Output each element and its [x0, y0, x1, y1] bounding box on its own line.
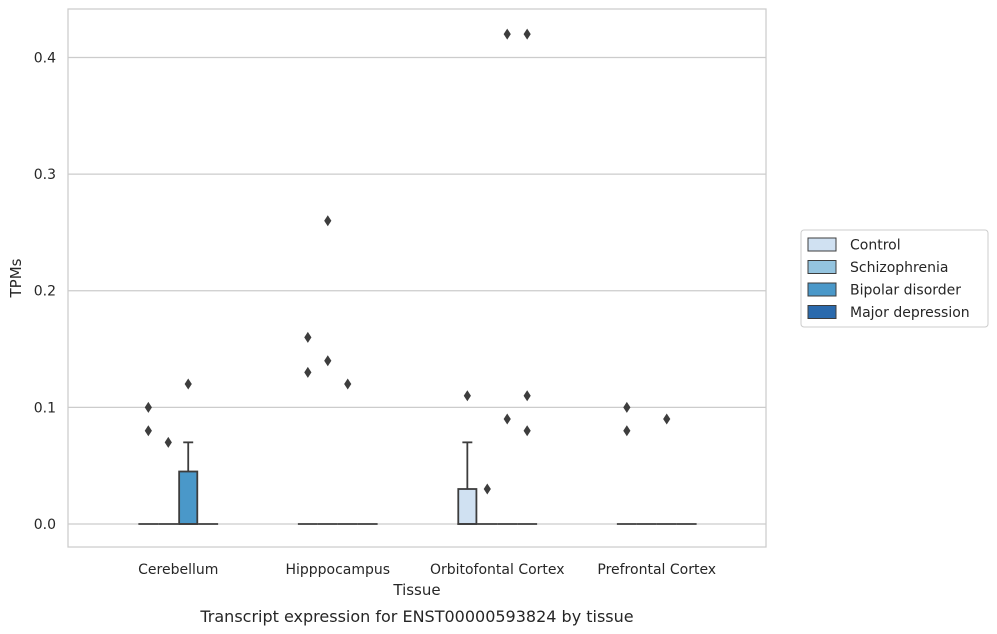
legend-label: Major depression	[850, 305, 970, 321]
y-axis-label: TPMs	[7, 258, 25, 298]
box-0-2	[457, 390, 478, 525]
x-tick-label: Hipppocampus	[285, 562, 390, 578]
legend-swatch	[807, 237, 837, 252]
legend-label: Bipolar disorder	[850, 283, 961, 299]
legend-swatch	[807, 260, 837, 274]
outlier-point	[144, 425, 152, 437]
outlier-point	[184, 378, 192, 390]
chart-caption: Transcript expression for ENST0000059382…	[199, 607, 633, 626]
outlier-point	[503, 28, 511, 40]
box-0-0	[138, 401, 159, 525]
outlier-point	[304, 366, 312, 378]
y-tick-label: 0.4	[34, 50, 56, 66]
outlier-point	[324, 215, 332, 227]
y-tick-label: 0.0	[34, 517, 56, 533]
box-iqr	[457, 488, 478, 525]
x-tick-label: Cerebellum	[138, 562, 218, 578]
box-0-3	[616, 401, 637, 525]
outlier-point	[663, 413, 671, 425]
box-2-1	[337, 378, 358, 525]
legend-frame	[800, 229, 989, 328]
legend: Control Schizophrenia Bipolar disorder Majo…	[800, 229, 989, 328]
x-axis-label: Tissue	[392, 581, 440, 599]
box-3-2	[517, 28, 538, 525]
x-tick-label: Orbitofontal Cortex	[430, 562, 565, 578]
outlier-point	[304, 331, 312, 343]
outlier-point	[324, 355, 332, 367]
legend-label: Schizophrenia	[850, 260, 948, 276]
plot-marks	[138, 28, 697, 525]
y-tick-labels: 0.0 0.1 0.2 0.3 0.4	[34, 50, 56, 533]
outlier-point	[463, 390, 471, 402]
outlier-point	[503, 413, 511, 425]
outlier-point	[164, 436, 172, 448]
box-2-0	[178, 378, 199, 525]
legend-label: Control	[850, 238, 901, 254]
y-tick-label: 0.2	[34, 284, 56, 300]
outlier-point	[344, 378, 352, 390]
y-tick-label: 0.3	[34, 167, 56, 183]
x-tick-label: Prefrontal Cortex	[597, 562, 716, 578]
y-tick-label: 0.1	[34, 400, 56, 416]
outlier-point	[483, 483, 491, 495]
outlier-point	[523, 28, 531, 40]
plot-area-frame	[67, 8, 767, 548]
box-1-2	[477, 483, 498, 525]
outlier-point	[144, 401, 152, 413]
legend-swatch	[807, 282, 837, 297]
outlier-point	[523, 390, 531, 402]
outlier-point	[623, 401, 631, 413]
legend-swatch	[807, 305, 837, 319]
outlier-point	[623, 425, 631, 437]
box-iqr	[178, 470, 199, 525]
box-2-2	[497, 28, 518, 525]
box-2-3	[656, 413, 677, 525]
outlier-point	[523, 425, 531, 437]
box-0-1	[297, 331, 318, 525]
box-1-1	[317, 215, 338, 525]
x-tick-labels: Cerebellum Hipppocampus Orbitofontal Corte…	[138, 562, 716, 578]
box-1-0	[158, 436, 179, 525]
